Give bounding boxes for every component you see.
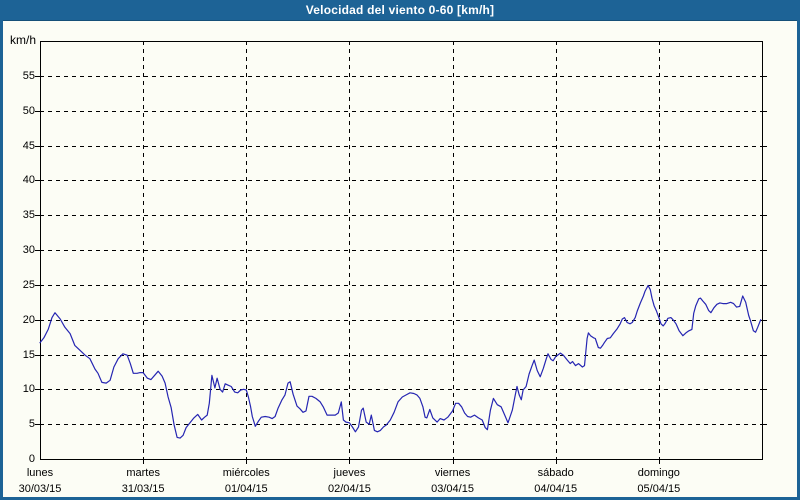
y-tick-label: 20 [22, 313, 35, 326]
data-line [39, 284, 762, 439]
y-tick-label: 55 [22, 69, 35, 82]
day-label-name: domingo [637, 467, 680, 479]
day-label-date: 31/03/15 [121, 483, 165, 495]
title-bar: Velocidad del viento 0-60 [km/h] [0, 0, 800, 21]
day-label: sábado 04/04/15 [501, 465, 611, 497]
day-label: miércoles 01/04/15 [191, 465, 301, 497]
y-tick-label: 5 [28, 418, 35, 431]
day-label-date: 30/03/15 [18, 483, 62, 495]
y-tick-label: 30 [22, 244, 35, 256]
y-tick-label: 0 [28, 453, 35, 465]
y-tick-label: 10 [22, 383, 35, 396]
day-label-date: 02/04/15 [328, 483, 371, 495]
y-axis-unit-label: km/h [9, 33, 36, 47]
day-label-date: 03/04/15 [431, 483, 474, 495]
day-label-name: martes [126, 467, 160, 479]
day-label: viernes 03/04/15 [398, 465, 508, 497]
day-label-date: 04/04/15 [534, 483, 578, 495]
y-tick-label: 15 [22, 348, 35, 361]
day-label: lunes 30/03/15 [0, 465, 95, 497]
y-tick-label: 35 [22, 209, 35, 222]
y-tick-label: 40 [22, 174, 35, 187]
day-label-name: miércoles [222, 467, 270, 479]
day-label-name: sábado [537, 467, 574, 479]
day-label-date: 01/04/15 [224, 483, 268, 495]
day-label: martes 31/03/15 [88, 465, 198, 497]
day-label-name: lunes [26, 467, 54, 479]
window-title: Velocidad del viento 0-60 [km/h] [305, 3, 495, 17]
y-tick-label: 45 [22, 139, 35, 152]
y-tick-label: 25 [22, 278, 35, 291]
day-label-name: jueves [333, 467, 366, 479]
day-label: jueves 02/04/15 [294, 465, 404, 497]
y-tick-label: 50 [22, 104, 35, 117]
plot-border [39, 40, 764, 461]
day-label: domingo 05/04/15 [604, 465, 714, 497]
day-label-name: viernes [434, 467, 471, 479]
day-label-date: 05/04/15 [637, 483, 681, 495]
